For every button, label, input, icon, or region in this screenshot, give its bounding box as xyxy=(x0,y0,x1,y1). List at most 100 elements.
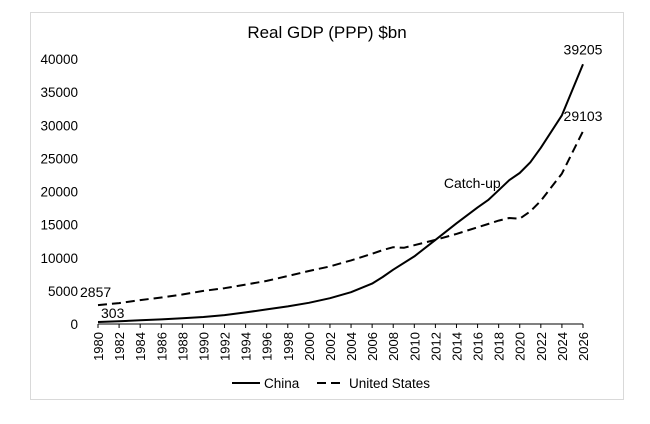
data-point xyxy=(519,172,521,174)
y-tick-label: 25000 xyxy=(40,151,78,166)
data-point xyxy=(392,246,394,248)
data-point xyxy=(371,283,373,285)
data-point xyxy=(118,302,120,304)
data-point xyxy=(477,206,479,208)
data-point xyxy=(287,305,289,307)
x-tick-label: 2026 xyxy=(576,332,591,361)
legend-label: China xyxy=(264,376,300,391)
data-point xyxy=(540,200,542,202)
data-point xyxy=(329,297,331,299)
x-tick-label: 2018 xyxy=(492,332,507,361)
y-tick-label: 15000 xyxy=(40,218,78,233)
data-label: 303 xyxy=(101,305,125,321)
data-point xyxy=(582,130,584,132)
data-point xyxy=(245,284,247,286)
x-tick-label: 2022 xyxy=(534,332,549,361)
data-label: 29103 xyxy=(564,108,603,124)
data-point xyxy=(224,287,226,289)
data-point xyxy=(97,321,99,323)
series-layer xyxy=(97,63,584,323)
data-point xyxy=(434,239,436,241)
x-tick-label: 1982 xyxy=(112,332,127,361)
data-point xyxy=(487,199,489,201)
legend: China United States xyxy=(232,376,430,391)
x-tick-label: 2000 xyxy=(302,332,317,361)
chart-title: Real GDP (PPP) $bn xyxy=(247,23,406,42)
x-axis: 1980 1982 1984 1986 1988 1990 1992 1994 1996 1998… xyxy=(91,323,591,361)
y-tick-label: 20000 xyxy=(40,185,78,200)
data-point xyxy=(181,294,183,296)
y-tick-label: 0 xyxy=(70,317,78,332)
chart-frame xyxy=(30,12,624,400)
data-point xyxy=(329,265,331,267)
data-point xyxy=(139,319,141,321)
x-tick-label: 2004 xyxy=(344,332,359,361)
x-tick-label: 2006 xyxy=(365,332,380,361)
series-line-china xyxy=(97,63,584,323)
data-point xyxy=(382,276,384,278)
data-point xyxy=(529,161,531,163)
x-tick-label: 2010 xyxy=(407,332,422,361)
x-tick-label: 2024 xyxy=(555,332,570,361)
x-tick-label: 1986 xyxy=(154,332,169,361)
data-point xyxy=(456,222,458,224)
data-point xyxy=(508,217,510,219)
series-line-united-states xyxy=(97,130,584,307)
data-point xyxy=(160,297,162,299)
data-point xyxy=(97,304,99,306)
x-tick-label: 2002 xyxy=(323,332,338,361)
data-point xyxy=(529,210,531,212)
data-point xyxy=(350,259,352,261)
data-point xyxy=(202,316,204,318)
y-tick-label: 35000 xyxy=(40,85,78,100)
data-point xyxy=(487,223,489,225)
data-point xyxy=(519,218,521,220)
data-point xyxy=(561,173,563,175)
data-point xyxy=(287,275,289,277)
data-point xyxy=(308,302,310,304)
data-point xyxy=(245,311,247,313)
x-tick-label: 1988 xyxy=(175,332,190,361)
y-tick-label: 30000 xyxy=(40,118,78,133)
x-tick-label: 1980 xyxy=(91,332,106,361)
x-tick-label: 2012 xyxy=(428,332,443,361)
x-tick-label: 2014 xyxy=(449,332,464,361)
data-point xyxy=(181,317,183,319)
x-tick-label: 2020 xyxy=(513,332,528,361)
x-tick-label: 1994 xyxy=(239,332,254,361)
x-tick-label: 1996 xyxy=(260,332,275,361)
data-point xyxy=(403,247,405,249)
data-point xyxy=(582,63,584,65)
x-tick-label: 1990 xyxy=(196,332,211,361)
data-label: Catch-up xyxy=(444,175,501,191)
y-axis-ticks: 0 5000 10000 15000 20000 25000 30000 35000 40000 xyxy=(40,52,78,332)
data-point xyxy=(498,220,500,222)
data-point xyxy=(224,314,226,316)
y-tick-label: 40000 xyxy=(40,52,78,67)
data-point xyxy=(477,226,479,228)
data-point xyxy=(392,269,394,271)
x-tick-label: 2016 xyxy=(471,332,486,361)
data-point xyxy=(308,270,310,272)
data-point xyxy=(266,280,268,282)
y-tick-label: 10000 xyxy=(40,251,78,266)
x-tick-label: 2008 xyxy=(386,332,401,361)
x-tick-label: 1992 xyxy=(218,332,233,361)
annotations: 2857 303 39205 29103 Catch-up xyxy=(80,41,603,321)
data-point xyxy=(350,291,352,293)
y-tick-label: 5000 xyxy=(48,284,78,299)
data-point xyxy=(139,299,141,301)
data-point xyxy=(266,308,268,310)
data-point xyxy=(540,147,542,149)
data-label: 2857 xyxy=(80,284,111,300)
data-point xyxy=(413,255,415,257)
data-point xyxy=(382,249,384,251)
x-tick-label: 1984 xyxy=(133,332,148,361)
data-label: 39205 xyxy=(564,41,603,57)
data-point xyxy=(371,253,373,255)
data-point xyxy=(508,179,510,181)
legend-label: United States xyxy=(349,376,430,391)
data-point xyxy=(413,244,415,246)
data-point xyxy=(456,233,458,235)
